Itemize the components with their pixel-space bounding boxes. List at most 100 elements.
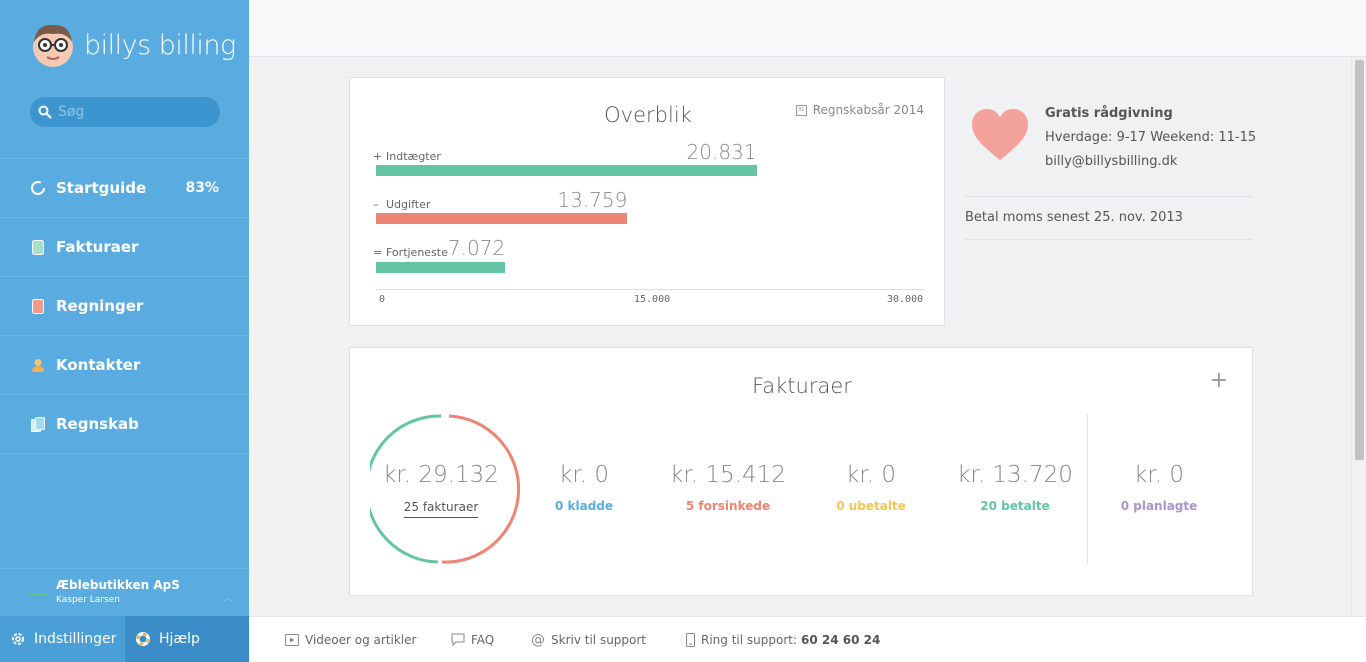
stat-draft[interactable]: kr. 0 0 kladde <box>514 462 654 513</box>
support-phone[interactable]: 60 24 60 24 <box>801 632 881 647</box>
invoices-total-count-link[interactable]: 25 fakturaer <box>403 500 479 518</box>
scrollbar[interactable] <box>1351 57 1366 616</box>
invoice-icon <box>30 239 46 255</box>
stat-amount: kr. 15.412 <box>670 462 786 488</box>
contact-icon <box>30 357 46 373</box>
stat-unpaid[interactable]: kr. 0 0 ubetalte <box>801 462 941 513</box>
invoices-total-count[interactable]: 25 fakturaer <box>370 500 512 518</box>
divider <box>965 196 1253 197</box>
call-support: Ring til support: 60 24 60 24 <box>686 632 881 647</box>
overview-bar-value: 13.759 <box>557 188 628 212</box>
row-label: Udgifter <box>386 198 431 211</box>
sidebar-item-fakturaer[interactable]: Fakturaer <box>0 218 249 277</box>
accounting-icon <box>30 416 46 432</box>
stat-label[interactable]: 0 kladde <box>554 499 614 513</box>
logo[interactable]: billys billing <box>30 22 236 68</box>
stat-amount: kr. 0 <box>846 462 896 488</box>
overview-title: Overblik <box>604 103 692 127</box>
stat-label[interactable]: 0 planlagte <box>1120 499 1198 513</box>
faq-label: FAQ <box>471 632 495 647</box>
faq-link[interactable]: FAQ <box>451 633 494 647</box>
write-support-label: Skriv til support <box>551 632 647 647</box>
sidebar-item-regnskab[interactable]: Regnskab <box>0 395 249 454</box>
invoice-ring-chart <box>370 414 520 564</box>
sidebar-bottom-bar: Indstillinger Hjælp <box>0 616 249 662</box>
vat-notice: Betal moms senest 25. nov. 2013 <box>965 210 1183 225</box>
fiscal-year-label: Regnskabsår 2014 <box>812 103 924 117</box>
support-hours: Hverdage: 9-17 Weekend: 11-15 <box>1045 130 1257 145</box>
fiscal-year-selector[interactable]: 31 Regnskabsår 2014 <box>795 103 924 117</box>
sidebar: billys billing Startguide 83% Fakturaer <box>0 0 249 662</box>
invoices-title: Fakturaer <box>752 374 852 398</box>
stats-divider <box>1087 414 1088 564</box>
axis-tick: 0 <box>379 294 386 305</box>
progress-icon <box>30 180 46 196</box>
company-user: Kasper Larsen <box>56 595 120 605</box>
help-button[interactable]: Hjælp <box>125 616 249 662</box>
videos-link[interactable]: Videoer og artikler <box>285 633 416 647</box>
overview-bar-value: 7.072 <box>447 236 506 260</box>
company-switcher[interactable]: Æblebutikken ApS Kasper Larsen ︿ <box>0 568 249 616</box>
company-status-indicator <box>28 593 48 595</box>
search-box[interactable] <box>30 97 220 127</box>
overview-bar <box>376 165 757 176</box>
company-name: Æblebutikken ApS <box>56 578 180 592</box>
axis-tick: 15.000 <box>634 294 671 305</box>
add-invoice-button[interactable]: + <box>1209 368 1228 393</box>
stat-paid[interactable]: kr. 13.720 20 betalte <box>945 462 1085 513</box>
phone-icon <box>686 632 695 647</box>
help-label: Hjælp <box>159 631 200 647</box>
bill-icon <box>30 298 46 314</box>
sidebar-item-label: Fakturaer <box>56 238 139 256</box>
divider <box>965 239 1253 240</box>
row-sign: = <box>373 246 383 259</box>
sidebar-item-label: Regnskab <box>56 415 139 433</box>
sidebar-item-regninger[interactable]: Regninger <box>0 277 249 336</box>
scrollbar-thumb[interactable] <box>1355 60 1364 460</box>
advice-title: Gratis rådgivning <box>1045 106 1173 121</box>
sidebar-item-startguide[interactable]: Startguide 83% <box>0 159 249 218</box>
chat-icon <box>451 633 465 646</box>
settings-label: Indstillinger <box>34 631 117 647</box>
stat-amount: kr. 0 <box>1134 462 1184 488</box>
sidebar-item-label: Kontakter <box>56 356 141 374</box>
overview-bar <box>376 262 506 273</box>
row-sign: + <box>373 150 383 163</box>
footer-bar: Videoer og artikler FAQ @ Skriv til supp… <box>249 616 1366 662</box>
progress-badge: 83% <box>185 180 219 196</box>
videos-label: Videoer og artikler <box>305 632 417 647</box>
invoices-total-amount: kr. 29.132 <box>383 462 499 488</box>
at-icon: @ <box>531 631 545 648</box>
overview-bar-value: 20.831 <box>686 140 757 164</box>
stat-overdue[interactable]: kr. 15.412 5 forsinkede <box>658 462 798 513</box>
stat-amount: kr. 0 <box>559 462 609 488</box>
call-support-label: Ring til support: <box>701 632 798 647</box>
search-input[interactable] <box>58 104 208 120</box>
sidebar-item-label: Startguide <box>56 179 147 197</box>
axis-tick: 30.000 <box>887 294 924 305</box>
settings-button[interactable]: Indstillinger <box>0 616 125 662</box>
gear-icon <box>10 631 26 647</box>
stat-label[interactable]: 0 ubetalte <box>836 499 906 513</box>
row-label: Fortjeneste <box>386 246 448 259</box>
stat-scheduled[interactable]: kr. 0 0 planlagte <box>1089 462 1229 513</box>
stat-label[interactable]: 20 betalte <box>980 499 1050 513</box>
stat-amount: kr. 13.720 <box>957 462 1073 488</box>
calendar-icon: 31 <box>795 104 807 116</box>
sidebar-item-kontakter[interactable]: Kontakter <box>0 336 249 395</box>
search-icon <box>38 105 52 119</box>
support-email[interactable]: billy@billysbilling.dk <box>1045 154 1178 169</box>
invoices-card: Fakturaer + <box>349 347 1253 596</box>
top-bar <box>249 0 1366 57</box>
row-sign: – <box>373 198 379 211</box>
heart-icon <box>972 109 1028 160</box>
sidebar-nav: Startguide 83% Fakturaer Regninger Konta… <box>0 158 249 454</box>
sidebar-item-label: Regninger <box>56 297 144 315</box>
write-support-link[interactable]: @ Skriv til support <box>531 632 646 648</box>
chart-axis <box>376 289 924 290</box>
lifebuoy-icon <box>135 631 151 647</box>
logo-text: billys billing <box>84 29 236 61</box>
row-label: Indtægter <box>386 150 441 163</box>
stat-label[interactable]: 5 forsinkede <box>685 499 771 513</box>
billy-avatar-icon <box>33 24 73 67</box>
